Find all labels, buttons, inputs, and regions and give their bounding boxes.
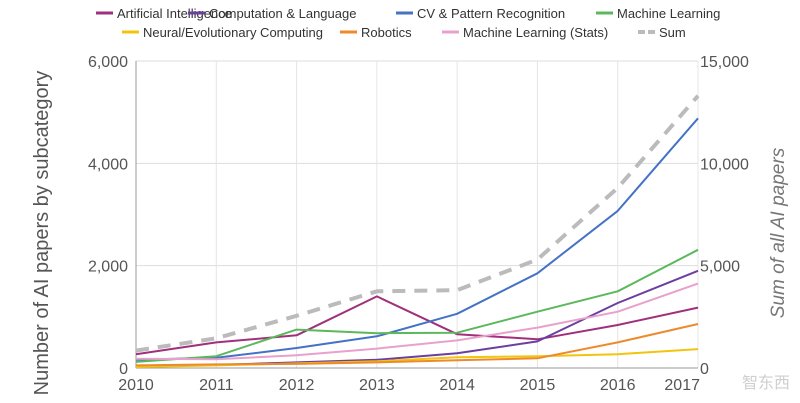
grid-lines xyxy=(136,60,699,368)
legend-label: Artificial Intelligence xyxy=(117,6,232,21)
left-tick-label: 4,000 xyxy=(88,156,128,173)
left-axis-ticks: 0 2,000 4,000 6,000 xyxy=(88,54,128,378)
right-tick-label: 5,000 xyxy=(700,259,740,276)
right-tick-label: 15,000 xyxy=(700,54,749,71)
series-lines xyxy=(135,94,700,368)
left-tick-label: 2,000 xyxy=(88,259,128,276)
x-axis-ticks: 2010 2011 2012 2013 2014 2015 2016 2017 xyxy=(118,377,700,394)
legend-label: Machine Learning (Stats) xyxy=(463,25,608,40)
axes xyxy=(135,61,698,369)
series-line-machine-learning xyxy=(135,248,699,363)
legend-item-cv-pattern-recognition: CV & Pattern Recognition xyxy=(396,6,565,21)
right-axis-ticks: 0 5,000 10,000 15,000 xyxy=(700,54,749,378)
legend-label: Robotics xyxy=(361,25,412,40)
series-line-sum xyxy=(135,94,700,353)
x-tick-label: 2016 xyxy=(600,377,636,394)
series-line-cv-pattern-recognition xyxy=(135,117,699,361)
legend-label: Computation & Language xyxy=(209,6,356,21)
right-tick-label: 0 xyxy=(700,361,709,378)
series-line-robotics xyxy=(135,323,699,367)
left-axis-title: Number of AI papers by subcategory xyxy=(31,71,53,396)
legend-label: Sum xyxy=(659,25,686,40)
legend-item-machine-learning-stats: Machine Learning (Stats) xyxy=(442,25,608,40)
left-tick-label: 6,000 xyxy=(88,54,128,71)
x-tick-label: 2014 xyxy=(439,377,475,394)
x-tick-label: 2013 xyxy=(359,377,395,394)
right-axis-title: Sum of all AI papers xyxy=(768,147,789,318)
legend-item-sum: Sum xyxy=(638,25,686,40)
right-tick-label: 10,000 xyxy=(700,156,749,173)
legend-label: Neural/Evolutionary Computing xyxy=(143,25,323,40)
legend-item-artificial-intelligence: Artificial Intelligence xyxy=(96,6,232,21)
series-line-artificial-intelligence xyxy=(135,295,699,356)
x-tick-label: 2011 xyxy=(199,377,234,394)
x-tick-label: 2015 xyxy=(520,377,556,394)
legend-item-robotics: Robotics xyxy=(340,25,412,40)
legend-item-computation-language: Computation & Language xyxy=(188,6,356,21)
series-line-machine-learning-stats xyxy=(135,282,699,361)
left-tick-label: 0 xyxy=(119,361,128,378)
x-tick-label: 2012 xyxy=(279,377,315,394)
series-line-computation-language xyxy=(135,269,699,368)
legend-item-machine-learning: Machine Learning xyxy=(596,6,720,21)
legend-label: Machine Learning xyxy=(617,6,720,21)
legend-item-neural-evolutionary-computing: Neural/Evolutionary Computing xyxy=(122,25,323,40)
x-tick-label: 2017 xyxy=(664,377,700,394)
watermark-logo: 智东西 xyxy=(742,373,790,392)
legend-label: CV & Pattern Recognition xyxy=(417,6,565,21)
x-tick-label: 2010 xyxy=(118,377,154,394)
